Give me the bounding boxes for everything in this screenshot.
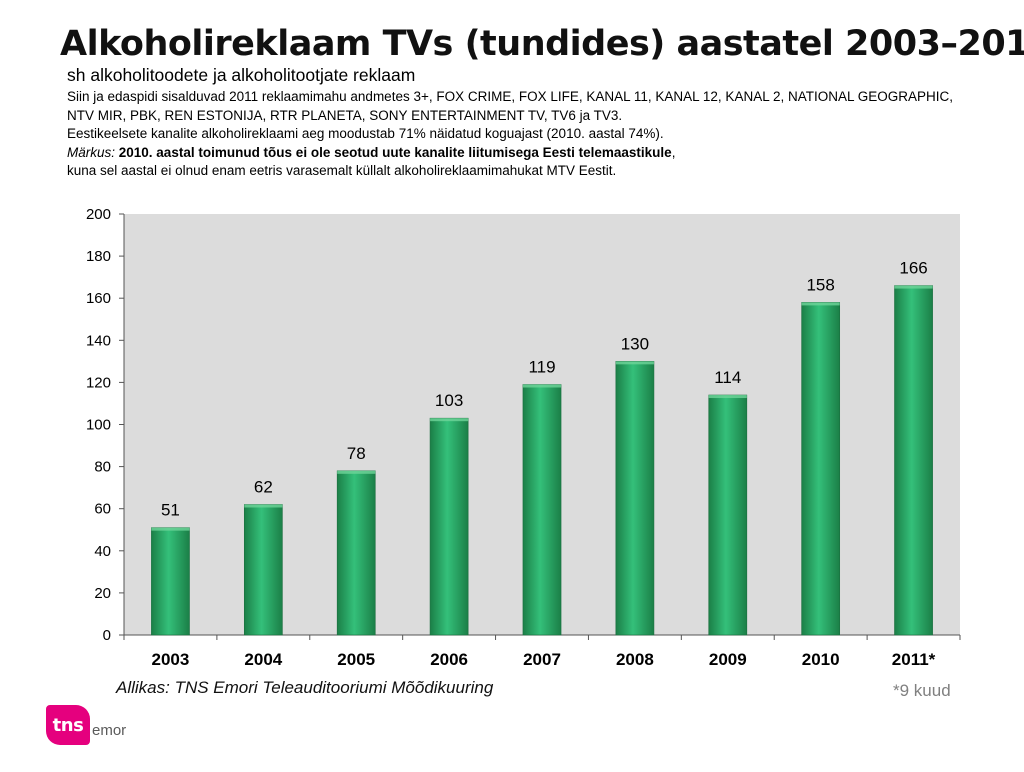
bar-top-highlight xyxy=(801,302,840,306)
bar-top-highlight xyxy=(894,285,933,289)
bar-top-highlight xyxy=(708,395,747,399)
y-tick-label: 80 xyxy=(94,459,111,476)
note-channels: Siin ja edaspidi sisalduvad 2011 reklaam… xyxy=(67,89,953,123)
note-remark-rest: kuna sel aastal ei olnud enam eetris var… xyxy=(67,163,617,179)
footnote: *9 kuud xyxy=(893,681,951,700)
x-tick-label: 2007 xyxy=(523,650,561,669)
data-labels: 51 62 78 103 119 130 114 158 166 xyxy=(161,259,928,520)
bar xyxy=(336,470,376,636)
bar-top-highlight xyxy=(430,418,469,422)
remark-label: Märkus: xyxy=(67,144,116,160)
bar-value-label: 103 xyxy=(435,391,463,410)
notes-block: Siin ja edaspidi sisalduvad 2011 reklaam… xyxy=(67,88,977,181)
bar xyxy=(151,527,190,636)
remark-comma: , xyxy=(671,144,676,160)
note-remark: Märkus: 2010. aastal toimunud tõus ei ol… xyxy=(67,144,977,163)
bar xyxy=(708,394,748,636)
y-tick-label: 100 xyxy=(86,417,111,434)
x-axis: 2003 2004 2005 2006 2007 2008 2009 2010 2011* xyxy=(123,634,961,669)
bar xyxy=(615,361,655,636)
bar xyxy=(243,504,283,636)
bar-top-highlight xyxy=(244,504,283,508)
bars xyxy=(151,285,933,636)
bar-value-label: 78 xyxy=(347,444,366,463)
logo-wordmark: emor xyxy=(92,721,127,739)
bar xyxy=(429,417,469,636)
y-tick-label: 40 xyxy=(94,543,111,560)
x-tick-label: 2011* xyxy=(892,650,936,669)
x-tick-label: 2004 xyxy=(244,650,282,669)
bar-value-label: 119 xyxy=(528,358,555,377)
bar-value-label: 62 xyxy=(254,477,273,496)
x-tick-label: 2003 xyxy=(152,650,190,669)
y-tick-label: 0 xyxy=(103,627,111,644)
y-tick-label: 140 xyxy=(86,332,111,349)
bar xyxy=(522,384,562,636)
remark-bold: 2010. aastal toimunud tõus ei ole seotud… xyxy=(115,144,672,160)
bar xyxy=(894,285,933,636)
bar-value-label: 51 xyxy=(161,501,180,520)
bar-value-label: 158 xyxy=(806,275,834,294)
y-tick-label: 160 xyxy=(86,290,111,307)
source-note: Allikas: TNS Emori Teleauditooriumi Mõõd… xyxy=(116,678,494,697)
y-tick-label: 20 xyxy=(94,585,111,602)
x-tick-label: 2010 xyxy=(802,650,840,669)
logo-mark-text: tns xyxy=(52,714,84,736)
x-tick-label: 2009 xyxy=(709,650,747,669)
tns-emor-logo: tns emor xyxy=(46,705,126,745)
y-tick-label: 180 xyxy=(86,248,111,265)
y-tick-label: 120 xyxy=(86,374,111,391)
y-tick-label: 60 xyxy=(94,501,111,518)
bar-value-label: 166 xyxy=(899,259,927,278)
bar-top-highlight xyxy=(522,384,562,388)
page-title: Alkoholireklaam TVs (tundides) aastatel … xyxy=(60,24,1024,64)
bar-top-highlight xyxy=(615,361,654,365)
y-tick-label: 200 xyxy=(86,206,111,223)
page-subtitle: sh alkoholitoodete ja alkoholitootjate r… xyxy=(67,65,416,85)
bar-top-highlight xyxy=(337,470,376,474)
y-axis: 0 20 40 60 80 100 120 140 160 180 200 xyxy=(86,206,125,644)
x-tick-label: 2006 xyxy=(430,650,468,669)
bar-value-label: 130 xyxy=(621,334,649,353)
x-tick-label: 2005 xyxy=(337,650,375,669)
bar-value-label: 114 xyxy=(714,368,741,387)
x-tick-label: 2008 xyxy=(616,650,654,669)
note-share: Eestikeelsete kanalite alkoholireklaami … xyxy=(67,126,664,142)
logo-mark: tns xyxy=(46,705,90,745)
bar xyxy=(801,302,841,636)
bar-top-highlight xyxy=(151,527,190,531)
